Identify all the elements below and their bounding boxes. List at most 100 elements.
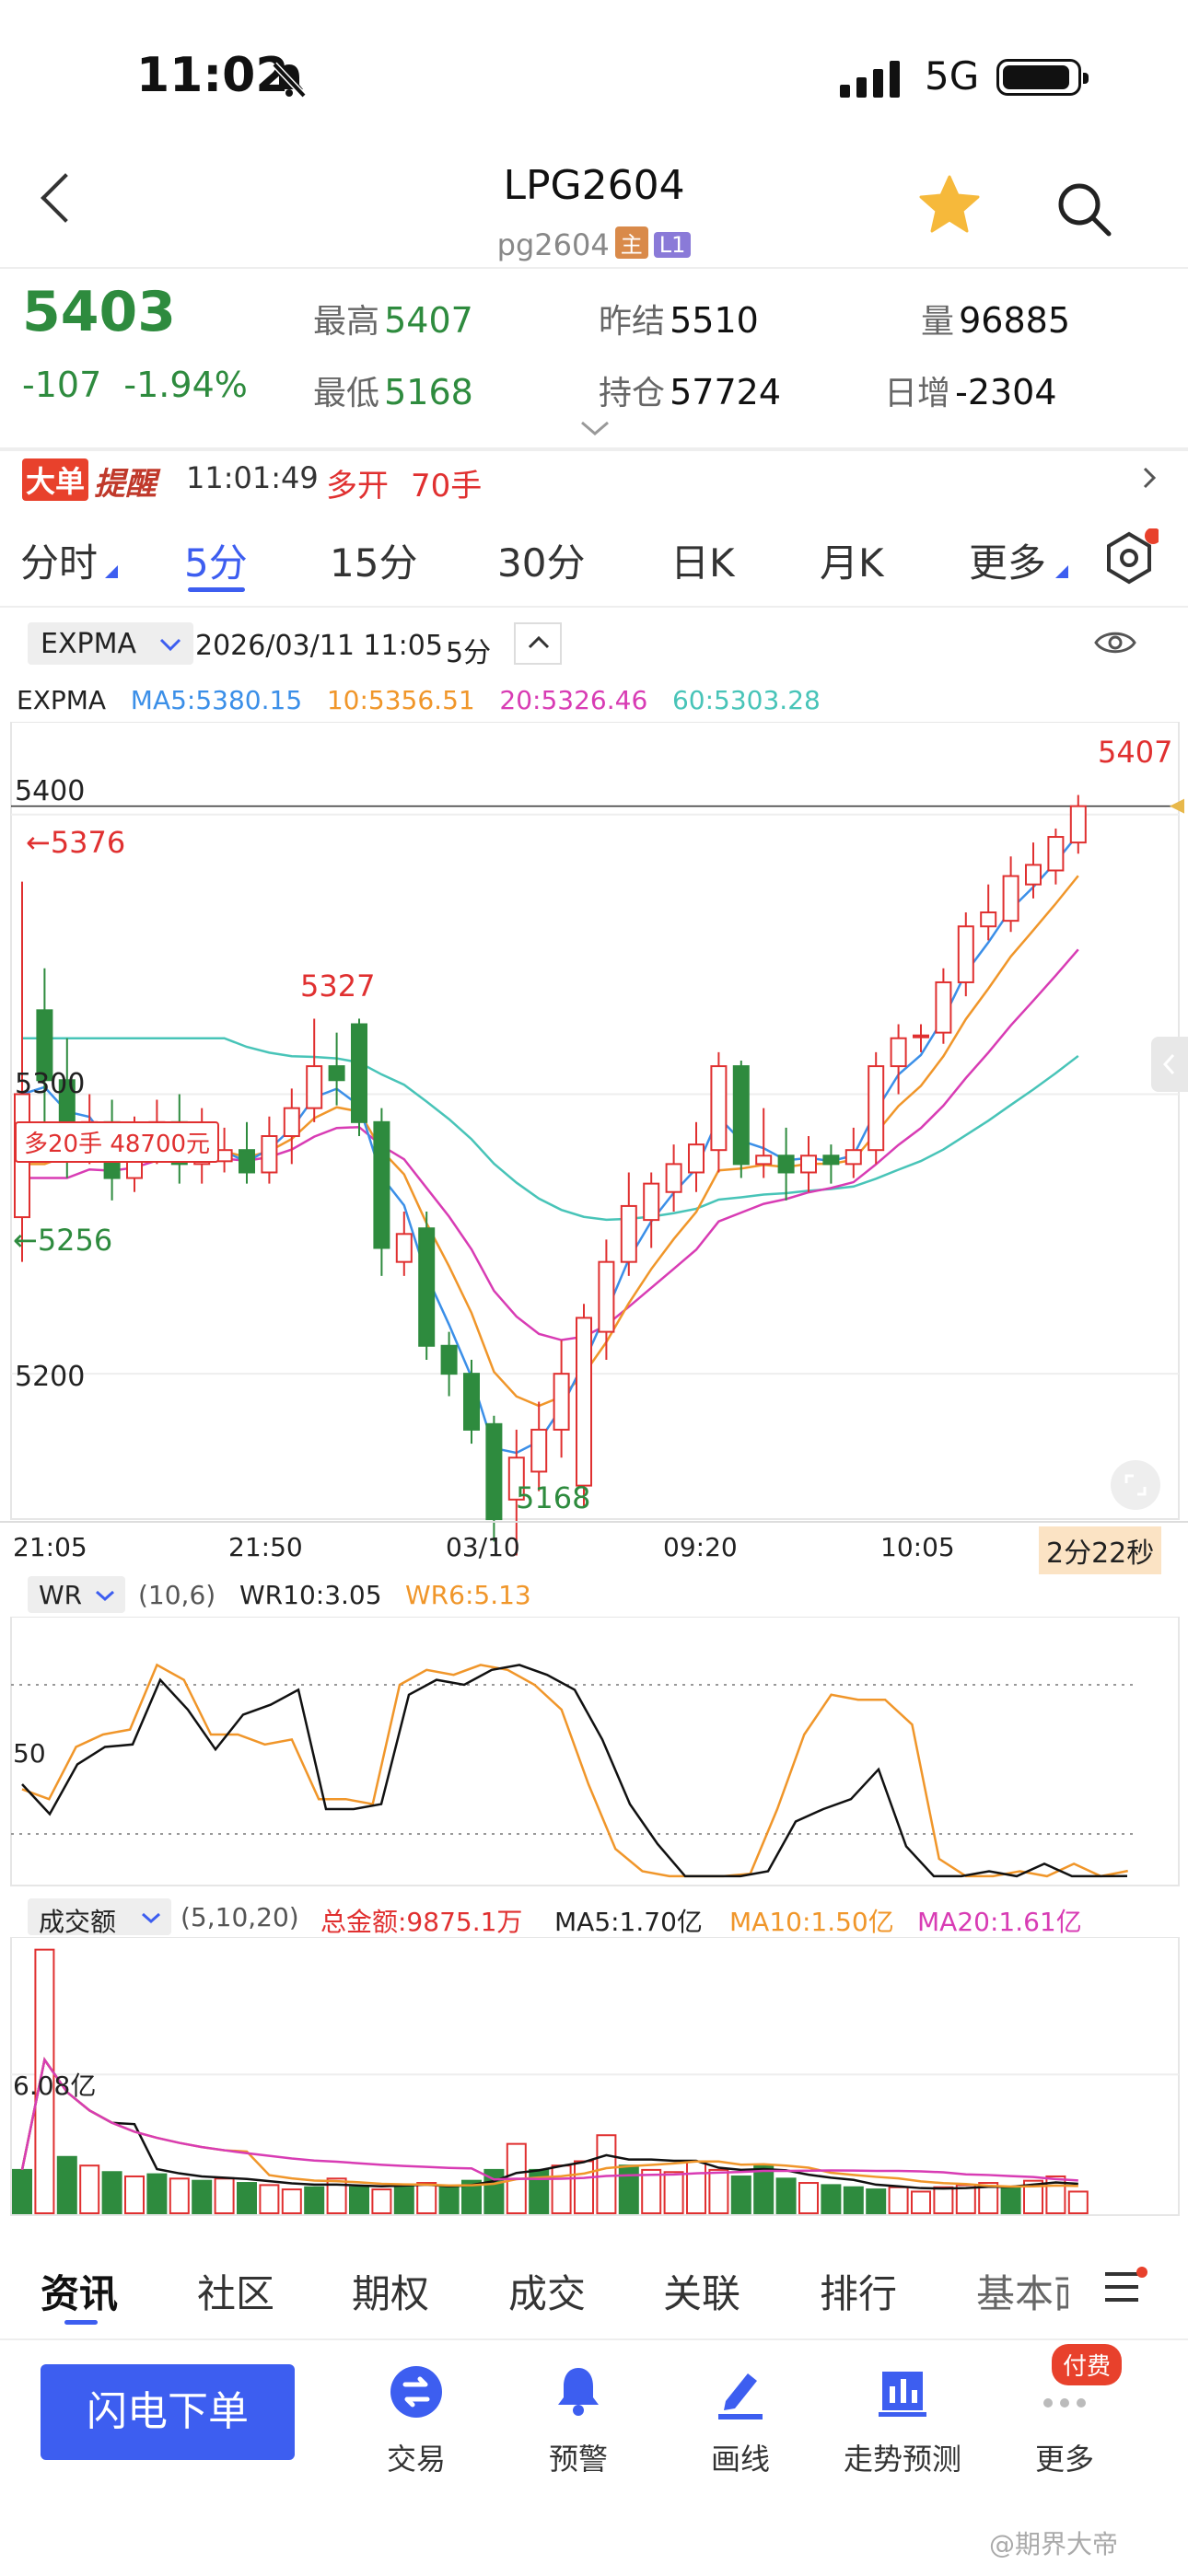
volume-bar [483,2168,505,2215]
tab-fenshi[interactable]: 分时 [20,540,99,586]
position-tag[interactable]: 多20手 48700元 [15,1121,220,1163]
volume-bar [12,2168,32,2215]
high-label: 最高 [313,303,380,341]
candle [777,1155,795,1174]
book-chart-icon [879,2372,926,2417]
volume-bar [753,2164,775,2214]
last-price: 5403 [22,280,176,344]
tab-trades[interactable]: 成交 [508,2271,587,2316]
tab-30min[interactable]: 30分 [497,540,586,586]
trade-button[interactable]: 交易 [343,2362,490,2478]
tab-options[interactable]: 期权 [352,2271,430,2316]
volume-bar [866,2188,887,2214]
candle [913,1034,929,1039]
volume-bar [237,2182,257,2214]
volume-bar [461,2179,482,2215]
tab-5min[interactable]: 5分 [184,540,248,586]
volume-ma10: MA10:1.50亿 [729,1907,894,1937]
time-axis-label: 21:05 [13,1532,87,1562]
chart-frame [10,722,1180,1520]
volume-bar [259,2184,280,2214]
candle [822,1155,840,1166]
indicator-selector[interactable]: EXPMA [28,622,193,665]
tab-15min[interactable]: 15分 [330,540,418,586]
silent-bell-icon [272,62,307,99]
eye-icon[interactable] [1094,628,1136,657]
network-type: 5G [925,53,980,99]
volume-selector[interactable]: 成交额 [28,1898,171,1937]
page-title: LPG2604 [503,162,685,209]
tab-daily[interactable]: 日K [670,540,735,586]
wr-frame [10,1617,1180,1886]
candle [844,1149,862,1166]
volume-field: 量 96885 [921,295,1070,342]
search-icon[interactable] [1055,180,1112,238]
tab-monthly[interactable]: 月K [820,540,884,586]
alert-button[interactable]: 预警 [505,2362,652,2478]
favorite-star-icon[interactable] [919,175,980,234]
vol-value: 96885 [959,300,1070,341]
volume-bar [1023,2179,1043,2215]
volume-bar [888,2186,909,2215]
indicator-name: EXPMA [41,628,137,660]
candle [418,1227,436,1347]
volume-bar [192,2179,213,2215]
low-marker-label: 5168 [516,1480,591,1515]
expand-chevron-icon[interactable] [580,420,610,436]
tab-fundamentals[interactable]: 基本面 [976,2271,1068,2316]
candlestick-chart[interactable] [0,722,1188,1574]
volume-bar [1067,2190,1089,2214]
candle [306,1065,323,1109]
vol-label: 量 [921,303,955,341]
main-contract-tag: 主 [614,226,648,259]
big-order-alert[interactable]: 大单 提醒 11:01:49 多开 70手 [0,451,1188,505]
wr-mid-label: 50 [13,1738,46,1769]
divider [0,447,1188,451]
bar-countdown: 2分22秒 [1039,1526,1162,1574]
daily-label: 日增 [884,375,951,412]
prev-settle-field: 昨结 5510 [599,295,759,342]
active-tab-indicator [188,587,245,592]
volume-bar [798,2182,819,2214]
tab-more[interactable]: 更多 [969,540,1047,586]
volume-bar [56,2155,77,2215]
candle [576,1317,592,1487]
wr6-line [21,1663,1128,1878]
tab-community[interactable]: 社区 [197,2271,275,2316]
volume-chart[interactable] [0,1937,1188,2219]
trend-forecast-button[interactable]: 走势预测 [829,2362,976,2478]
quick-order-button[interactable]: 闪电下单 [41,2364,295,2460]
high-value: 5407 [384,300,473,341]
wr-selector[interactable]: WR [28,1576,125,1613]
tab-news[interactable]: 资讯 [41,2271,119,2316]
low-label: 最低 [313,375,380,412]
ema-ma20: 20:5326.46 [499,685,648,715]
candle [935,981,952,1034]
side-panel-handle[interactable] [1151,1037,1188,1092]
change-value: -107 [22,365,102,405]
tab-ranking[interactable]: 排行 [820,2271,898,2316]
candle [957,925,974,983]
menu-icon[interactable] [1101,2267,1147,2307]
daily-value: -2304 [955,372,1057,412]
volume-name: 成交额 [39,1907,117,1937]
collapse-button[interactable] [514,622,562,665]
ema-ma10: 10:5356.51 [326,685,475,715]
candle [373,1120,390,1249]
volume-bar [79,2164,100,2214]
candle [598,1260,615,1333]
volume-params: (5,10,20) [181,1902,299,1932]
period-tabs: 分时 5分 15分 30分 日K 月K 更多 [0,505,1188,606]
candle [868,1065,885,1152]
candle [553,1373,570,1431]
more-button[interactable]: 更多 [991,2362,1138,2478]
prev-value: 5510 [670,300,759,341]
chevron-up-icon [528,635,550,649]
settings-hexagon-icon[interactable] [1100,528,1159,587]
alert-time: 11:01:49 [186,460,319,495]
tab-related[interactable]: 关联 [663,2271,741,2316]
battery-icon [996,59,1089,96]
draw-line-button[interactable]: 画线 [667,2362,814,2478]
fullscreen-button[interactable] [1111,1460,1160,1510]
wr-chart[interactable] [0,1617,1188,1889]
